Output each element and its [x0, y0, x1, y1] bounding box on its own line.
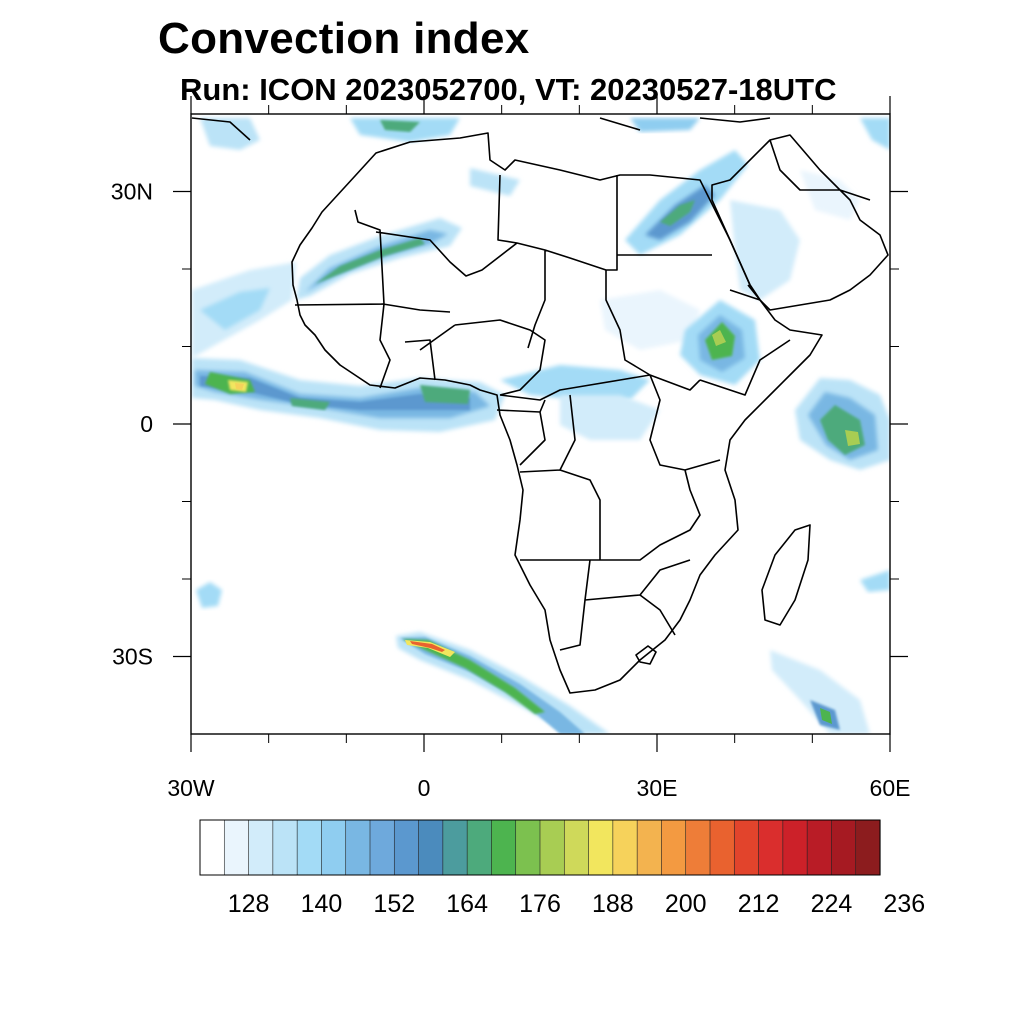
colorbar-swatch: [685, 819, 711, 876]
colorbar-swatch: [272, 819, 298, 876]
x-tick-label: 0: [418, 775, 431, 801]
convection-area-south-atlantic-small-cell: [196, 582, 222, 608]
colorbar-swatch: [223, 819, 250, 876]
colorbar-swatch: [393, 819, 420, 876]
convection-area-sahel-central-africa: [500, 290, 700, 440]
colorbar-label: 140: [301, 890, 343, 918]
colorbar-swatch: [248, 819, 274, 876]
chart-subtitle: Run: ICON 2023052700, VT: 20230527-18UTC: [180, 72, 837, 107]
colorbar-swatch: [661, 819, 687, 876]
arabian-peninsula-outline: [711, 134, 889, 311]
colorbar-swatch: [539, 819, 565, 876]
colorbar-label: 236: [883, 890, 925, 918]
lesotho: [635, 645, 657, 665]
colorbar-swatch: [418, 819, 444, 876]
colorbar-swatch: [831, 819, 857, 876]
convection-area-sahara-northwest-band: [296, 168, 520, 300]
map-frame: [190, 113, 891, 735]
colorbar-swatch: [296, 819, 323, 876]
colorbar-label: 200: [665, 890, 707, 918]
convection-area-arabian-peninsula: [730, 170, 860, 300]
colorbar-swatch: [369, 819, 395, 876]
convection-area-mediterranean-strip: [200, 118, 890, 150]
chart-title: Convection index: [158, 14, 530, 63]
convection-area-indian-ocean-west: [795, 378, 890, 470]
colorbar-swatch: [782, 819, 808, 876]
colorbar-swatch: [442, 819, 468, 876]
colorbar-label: 176: [519, 890, 561, 918]
coastlines-borders: [191, 117, 889, 694]
colorbar-label: 224: [811, 890, 853, 918]
country-borders: [294, 174, 791, 651]
colorbar-swatch: [709, 819, 735, 876]
colorbar-swatch: [515, 819, 541, 876]
x-tick-label: 30E: [637, 775, 678, 801]
colorbar-swatch: [758, 819, 784, 876]
colorbar-swatch: [199, 819, 225, 876]
colorbar-label: 164: [446, 890, 488, 918]
colorbar-swatch: [321, 819, 347, 876]
colorbar-swatch: [588, 819, 614, 876]
convection-area-north-atlantic-plume: [192, 262, 296, 358]
colorbar: 128 140 152 164 176 188 200 212 224 236: [199, 819, 925, 918]
y-tick-label: 30S: [112, 644, 153, 670]
iberia-europe-fragments: [191, 117, 771, 141]
colorbar-label: 128: [228, 890, 270, 918]
colorbar-swatch: [345, 819, 371, 876]
colorbar-swatch: [612, 819, 638, 876]
x-tick-label: 30W: [167, 775, 215, 801]
colorbar-swatch: [855, 819, 881, 876]
colorbar-label: 152: [373, 890, 415, 918]
colorbar-swatch: [563, 819, 590, 876]
colorbar-swatch: [466, 819, 493, 876]
colorbar-swatch: [636, 819, 663, 876]
convection-area-south-atlantic-front: [396, 632, 610, 734]
convection-area-nile-delta-red-sea: [625, 150, 748, 255]
colorbar-swatch: [733, 819, 760, 876]
convection-area-itcz-atlantic-gulf-of-guinea: [192, 358, 505, 432]
colorbar-swatch: [806, 819, 833, 876]
convection-field: [192, 118, 890, 734]
y-tick-label: 0: [140, 411, 153, 437]
x-tick-label: 60E: [870, 775, 911, 801]
convection-area-ethiopian-highlands: [680, 300, 760, 385]
colorbar-label: 188: [592, 890, 634, 918]
axis-ticks: 30W 0 30E 60E 30N 0 30S: [111, 96, 911, 801]
colorbar-label: 212: [738, 890, 780, 918]
madagascar: [761, 524, 811, 626]
y-tick-label: 30N: [111, 179, 153, 205]
colorbar-frame: [199, 819, 881, 876]
colorbar-swatch: [491, 819, 517, 876]
convection-area-southwest-indian-ocean: [770, 570, 890, 734]
